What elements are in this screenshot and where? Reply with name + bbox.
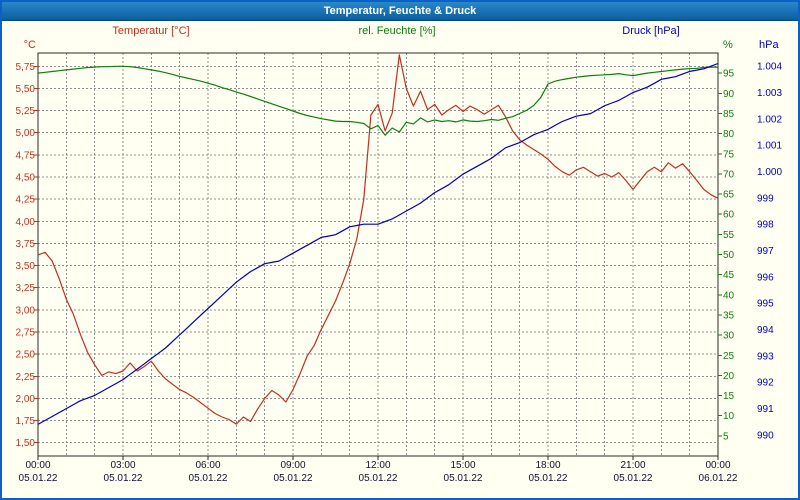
tick-label-humidity: 5 (723, 431, 729, 442)
tick-label-temperature: 5,00 (16, 128, 36, 139)
tick-label-pressure: 990 (757, 430, 774, 441)
tick-label-temperature: 1,50 (16, 438, 36, 449)
tick-label-humidity: 90 (723, 89, 735, 100)
tick-label-time: 03:00 (110, 460, 135, 471)
tick-label-pressure: 1.004 (757, 62, 782, 73)
series-line-druck (37, 62, 719, 425)
tick-label-temperature: 3,50 (16, 261, 36, 272)
tick-label-date: 05.01.22 (359, 473, 398, 484)
unit-label-hpa: hPa (759, 39, 779, 51)
tick-label-temperature: 5,50 (16, 84, 36, 95)
tick-label-date: 05.01.22 (104, 473, 143, 484)
tick-label-pressure: 999 (757, 193, 774, 204)
tick-label-temperature: 2,25 (16, 372, 36, 383)
tick-label-temperature: 4,75 (16, 150, 36, 161)
tick-label-time: 15:00 (450, 460, 475, 471)
tick-label-date: 05.01.22 (529, 473, 568, 484)
tick-label-temperature: 2,50 (16, 350, 36, 361)
tick-label-time: 09:00 (280, 460, 305, 471)
tick-label-pressure: 991 (757, 404, 774, 415)
tick-label-pressure: 1.001 (757, 141, 782, 152)
tick-label-date: 05.01.22 (614, 473, 653, 484)
tick-label-pressure: 994 (757, 325, 774, 336)
tick-label-pressure: 992 (757, 378, 774, 389)
tick-label-temperature: 5,25 (16, 106, 36, 117)
legend-label-1: rel. Feuchte [%] (358, 25, 435, 37)
tick-label-date: 05.01.22 (274, 473, 313, 484)
chart-canvas: Temperatur [°C] rel. Feuchte [%] Druck [hP… (16, 25, 783, 484)
tick-label-pressure: 998 (757, 220, 774, 231)
tick-label-humidity: 35 (723, 310, 735, 321)
tick-label-temperature: 5,75 (16, 62, 36, 73)
tick-label-humidity: 40 (723, 290, 735, 301)
tick-label-temperature: 3,75 (16, 239, 36, 250)
tick-label-time: 21:00 (620, 460, 645, 471)
tick-label-humidity: 45 (723, 270, 735, 281)
tick-label-pressure: 993 (757, 351, 774, 362)
tick-label-temperature: 4,00 (16, 217, 36, 228)
tick-label-humidity: 55 (723, 230, 735, 241)
tick-label-pressure: 1.003 (757, 88, 782, 99)
tick-label-date: 05.01.22 (189, 473, 228, 484)
series-line-rel-feuchte (37, 65, 718, 136)
tick-label-humidity: 60 (723, 210, 735, 221)
tick-label-humidity: 65 (723, 190, 735, 201)
tick-label-date: 05.01.22 (19, 473, 58, 484)
legend-label-2: Druck [hPa] (622, 25, 679, 37)
tick-label-temperature: 1,75 (16, 416, 36, 427)
tick-label-pressure: 997 (757, 246, 774, 257)
tick-label-humidity: 30 (723, 331, 735, 342)
tick-label-humidity: 85 (723, 109, 735, 120)
tick-label-date: 06.01.22 (699, 473, 738, 484)
tick-label-pressure: 1.002 (757, 114, 782, 125)
tick-label-humidity: 75 (723, 149, 735, 160)
series-layer (37, 54, 719, 425)
tick-label-temperature: 4,25 (16, 195, 36, 206)
tick-label-time: 18:00 (535, 460, 560, 471)
unit-label-celsius: °C (24, 39, 36, 51)
tick-label-humidity: 95 (723, 69, 735, 80)
tick-label-humidity: 15 (723, 391, 735, 402)
tick-label-time: 00:00 (705, 460, 730, 471)
window-title: Temperatur, Feuchte & Druck (323, 5, 477, 17)
title-bar: Temperatur, Feuchte & Druck (2, 2, 798, 21)
tick-label-humidity: 50 (723, 250, 735, 261)
tick-label-temperature: 3,00 (16, 305, 36, 316)
unit-label-percent: % (723, 39, 733, 51)
tick-label-humidity: 80 (723, 129, 735, 140)
tick-label-humidity: 70 (723, 169, 735, 180)
tick-label-pressure: 995 (757, 299, 774, 310)
tick-label-temperature: 3,25 (16, 283, 36, 294)
series-line-temperatur (37, 54, 719, 425)
tick-label-temperature: 2,75 (16, 328, 36, 339)
tick-label-pressure: 996 (757, 272, 774, 283)
labels-layer: Temperatur [°C] rel. Feuchte [%] Druck [hP… (16, 25, 783, 484)
tick-label-temperature: 4,50 (16, 173, 36, 184)
tick-label-time: 06:00 (195, 460, 220, 471)
grid-layer (38, 53, 718, 456)
tick-label-date: 05.01.22 (444, 473, 483, 484)
tick-label-humidity: 20 (723, 371, 735, 382)
tick-label-time: 12:00 (365, 460, 390, 471)
tick-label-time: 00:00 (25, 460, 50, 471)
tick-label-humidity: 25 (723, 351, 735, 362)
tick-label-temperature: 2,00 (16, 394, 36, 405)
tick-label-humidity: 10 (723, 411, 735, 422)
legend-label-0: Temperatur [°C] (112, 25, 189, 37)
tick-label-pressure: 1.000 (757, 167, 782, 178)
